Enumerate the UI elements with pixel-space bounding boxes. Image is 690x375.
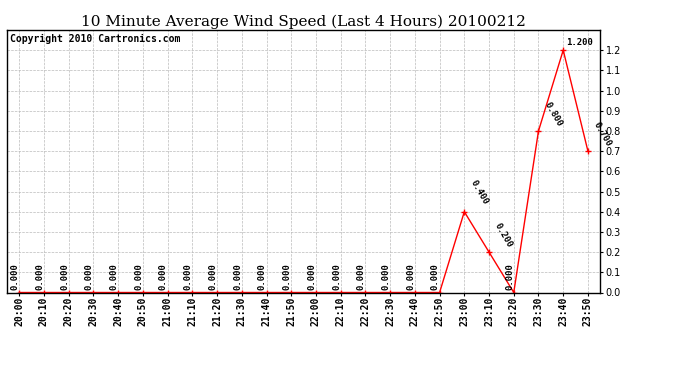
Text: Copyright 2010 Cartronics.com: Copyright 2010 Cartronics.com — [10, 34, 180, 44]
Text: 0.000: 0.000 — [505, 263, 514, 290]
Text: 0.400: 0.400 — [469, 178, 490, 206]
Text: 0.000: 0.000 — [10, 263, 19, 290]
Text: 0.000: 0.000 — [332, 263, 341, 290]
Text: 0.000: 0.000 — [159, 263, 168, 290]
Text: 0.000: 0.000 — [406, 263, 415, 290]
Text: 0.700: 0.700 — [592, 121, 613, 148]
Text: 0.000: 0.000 — [357, 263, 366, 290]
Text: 0.000: 0.000 — [233, 263, 242, 290]
Text: 0.000: 0.000 — [208, 263, 217, 290]
Text: 0.000: 0.000 — [283, 263, 292, 290]
Text: 0.000: 0.000 — [258, 263, 267, 290]
Title: 10 Minute Average Wind Speed (Last 4 Hours) 20100212: 10 Minute Average Wind Speed (Last 4 Hou… — [81, 15, 526, 29]
Text: 0.000: 0.000 — [184, 263, 193, 290]
Text: 0.000: 0.000 — [135, 263, 144, 290]
Text: 0.000: 0.000 — [110, 263, 119, 290]
Text: 0.000: 0.000 — [382, 263, 391, 290]
Text: 0.000: 0.000 — [85, 263, 94, 290]
Text: 0.000: 0.000 — [60, 263, 69, 290]
Text: 0.000: 0.000 — [307, 263, 316, 290]
Text: 1.200: 1.200 — [566, 38, 593, 47]
Text: 0.000: 0.000 — [431, 263, 440, 290]
Text: 0.800: 0.800 — [542, 100, 564, 128]
Text: 0.000: 0.000 — [35, 263, 44, 290]
Text: 0.200: 0.200 — [493, 222, 515, 249]
